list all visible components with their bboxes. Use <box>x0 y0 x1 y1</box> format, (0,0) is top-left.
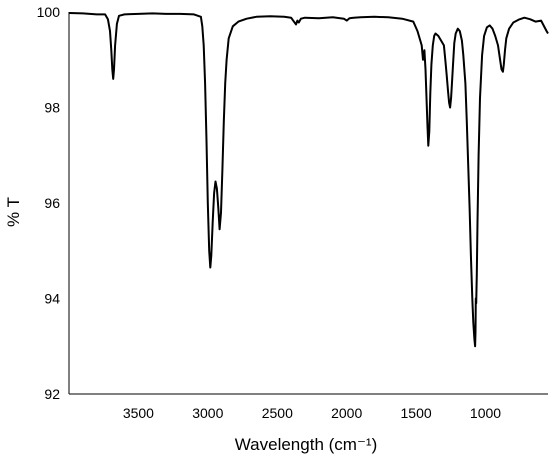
y-tick-label: 92 <box>44 386 60 402</box>
transmittance-line <box>68 12 549 348</box>
y-axis-title: % T <box>4 197 23 227</box>
x-tick-label: 2500 <box>262 405 293 421</box>
x-tick-label: 3500 <box>123 405 154 421</box>
plot-area: 3500 3000 2500 2000 1500 1000 100 98 96 94 92 <box>37 4 549 421</box>
x-tick-label: 2000 <box>331 405 362 421</box>
y-tick-label: 96 <box>44 195 60 211</box>
y-tick-label: 94 <box>44 291 60 307</box>
series-layer <box>68 12 549 348</box>
y-axis-ticks: 100 98 96 94 92 <box>37 4 61 402</box>
x-axis-title: Wavelength (cm⁻¹) <box>235 435 377 454</box>
x-axis-ticks: 3500 3000 2500 2000 1500 1000 <box>123 405 501 421</box>
x-tick-label: 1500 <box>401 405 432 421</box>
x-tick-label: 3000 <box>192 405 223 421</box>
y-tick-label: 100 <box>37 4 61 20</box>
y-tick-label: 98 <box>44 100 60 116</box>
x-tick-label: 1000 <box>470 405 501 421</box>
